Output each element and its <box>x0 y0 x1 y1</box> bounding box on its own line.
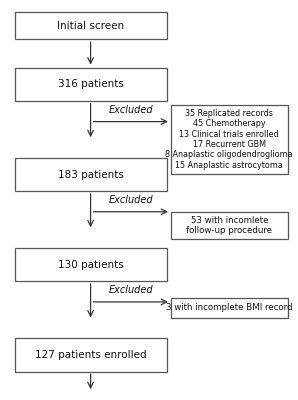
Bar <box>171 105 288 174</box>
Text: Excluded: Excluded <box>108 105 153 115</box>
Text: 53 with incomlete
follow-up procedure: 53 with incomlete follow-up procedure <box>186 216 272 235</box>
Text: Excluded: Excluded <box>108 285 153 295</box>
Text: 316 patients: 316 patients <box>58 79 124 89</box>
Text: 127 patients enrolled: 127 patients enrolled <box>35 350 146 360</box>
Text: Initial screen: Initial screen <box>57 20 124 30</box>
Bar <box>15 12 167 39</box>
Text: Excluded: Excluded <box>108 195 153 205</box>
Bar <box>15 158 167 191</box>
Bar <box>15 248 167 281</box>
Bar <box>171 212 288 239</box>
Bar <box>171 298 288 318</box>
Text: 3 with incomplete BMI record: 3 with incomplete BMI record <box>166 303 293 312</box>
Text: 35 Replicated records
45 Chemotherapy
13 Clinical trials enrolled
17 Recurrent G: 35 Replicated records 45 Chemotherapy 13… <box>165 109 293 170</box>
Bar <box>15 68 167 101</box>
Text: 183 patients: 183 patients <box>58 170 124 180</box>
Text: 130 patients: 130 patients <box>58 260 123 270</box>
Bar <box>15 338 167 372</box>
